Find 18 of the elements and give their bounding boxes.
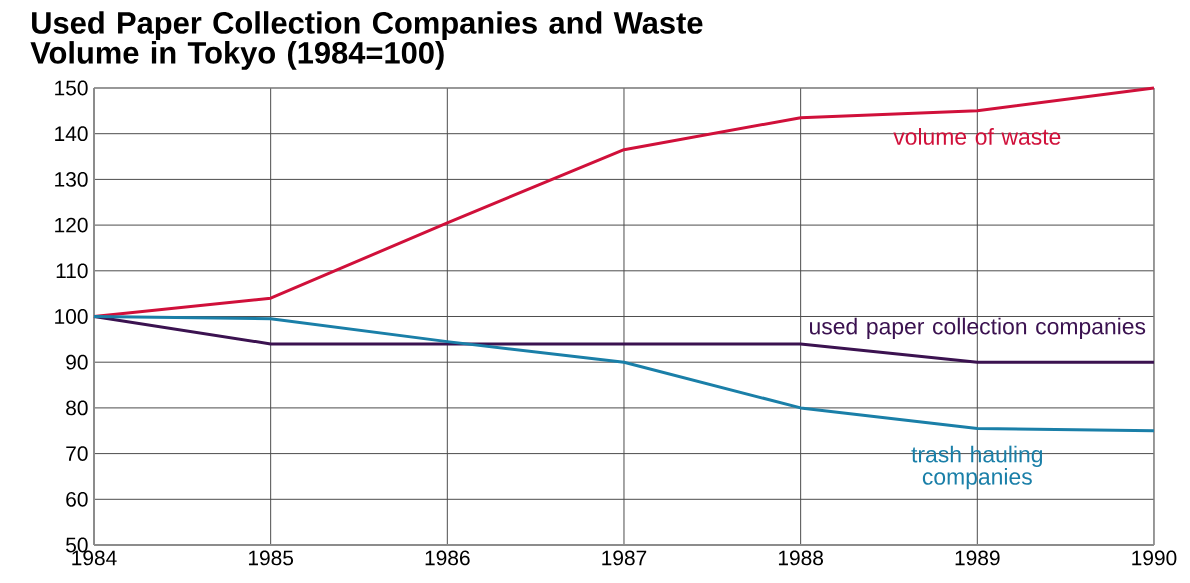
chart-title: Used Paper Collection Companies and Waste Volume in Tokyo (1984=100) bbox=[30, 11, 703, 70]
x-tick-label: 1988 bbox=[778, 550, 823, 566]
y-tick-label: 70 bbox=[66, 446, 88, 461]
y-tick-label: 110 bbox=[56, 263, 88, 279]
y-tick-label: 60 bbox=[66, 491, 88, 507]
y-tick-label: 80 bbox=[66, 400, 88, 416]
line-series bbox=[92, 315, 1156, 433]
y-tick-label: 140 bbox=[55, 126, 88, 142]
y-tick-label: 130 bbox=[55, 171, 88, 187]
x-tick-label: 1985 bbox=[248, 550, 294, 566]
x-tick-label: 1990 bbox=[1132, 550, 1177, 566]
x-tick-label: 1987 bbox=[602, 550, 647, 566]
y-tick-label: 100 bbox=[55, 309, 88, 324]
y-tick-label: 150 bbox=[55, 80, 88, 96]
y-tick-label: 90 bbox=[66, 354, 88, 370]
x-tick-label: 1986 bbox=[425, 550, 470, 566]
y-tick-label: 120 bbox=[55, 217, 88, 233]
x-tick-label: 1989 bbox=[955, 550, 1000, 566]
